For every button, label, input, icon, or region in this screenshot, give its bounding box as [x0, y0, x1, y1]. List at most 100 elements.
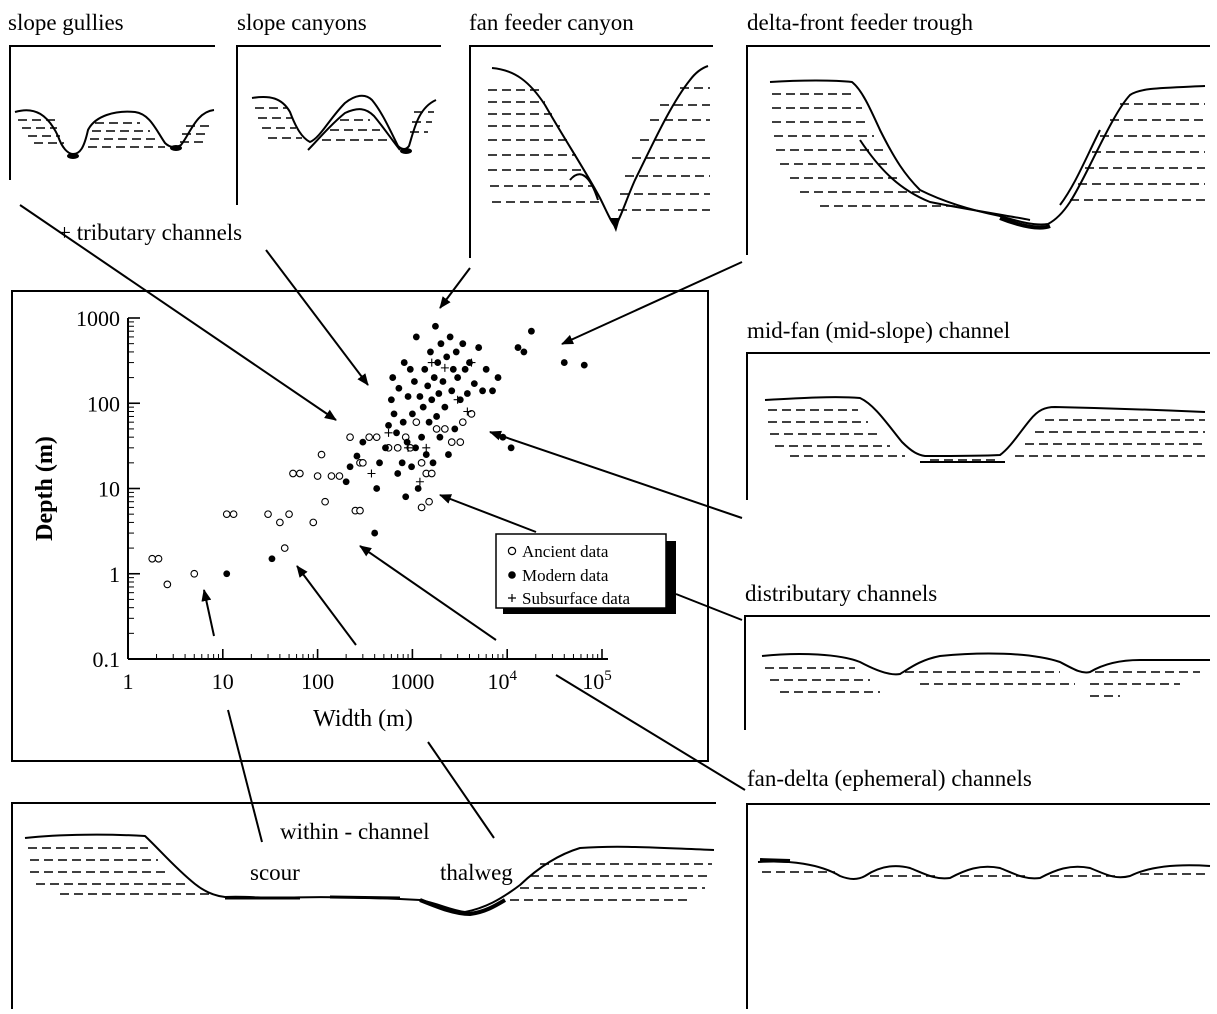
arrows [19, 204, 746, 843]
modern-data-point [507, 444, 515, 452]
modern-data-point [223, 570, 231, 578]
arrow-slope-canyons [265, 249, 369, 386]
ancient-data-point [346, 433, 354, 442]
ancient-data-point [425, 497, 433, 506]
ancient-data-point [317, 450, 326, 459]
modern-data-point [411, 378, 418, 385]
modern-data-point [387, 396, 395, 404]
ancient-data-point [467, 410, 476, 418]
modern-data-point [395, 384, 403, 392]
modern-data-point [580, 361, 588, 369]
ancient-data-point [447, 438, 456, 446]
panel-slope-gullies [9, 45, 215, 180]
y-tick-label: 1000 [76, 306, 120, 331]
ancient-data-point [335, 472, 344, 480]
modern-data-point [373, 485, 381, 492]
panel-frame [746, 803, 1210, 1009]
modern-data-point [452, 348, 460, 356]
arrow-mid-fan [489, 430, 743, 519]
modern-data-point [489, 387, 496, 395]
x-tick-label: 10 [212, 669, 234, 694]
subsurface-data-point [427, 358, 436, 367]
modern-data-point [412, 333, 420, 341]
modern-data-point [520, 348, 528, 356]
ancient-data-point [264, 510, 272, 519]
modern-data-point [434, 359, 442, 366]
subsurface-data-point [440, 363, 449, 372]
ancient-data-point [222, 510, 231, 519]
modern-data-point [403, 438, 411, 446]
ancient-data-point [427, 469, 436, 478]
modern-data-point [390, 410, 398, 418]
ancient-data-point [280, 544, 289, 552]
modern-data-point [482, 365, 490, 373]
modern-data-point [393, 429, 400, 437]
modern-data-point [421, 365, 429, 373]
modern-data-point [376, 459, 383, 467]
legend-subsurface-label: Subsurface data [522, 589, 631, 608]
ancient-data-point [412, 418, 421, 427]
label-scour: scour [250, 860, 300, 885]
modern-data-point [451, 425, 459, 433]
ancient-data-point [356, 506, 364, 515]
arrow-slope-gullies [19, 204, 337, 421]
y-axis-label: Depth (m) [32, 436, 58, 541]
modern-data-point [463, 390, 471, 397]
ancient-data-point [321, 497, 329, 506]
y-tick-label: 0.1 [93, 647, 121, 672]
modern-data-point [385, 421, 392, 429]
modern-data-point [412, 444, 419, 452]
modern-data-point [394, 470, 402, 477]
ancient-data-point [190, 569, 199, 578]
modern-data-point [382, 444, 389, 452]
subsurface-data-point [467, 358, 476, 367]
modern-data-point [514, 344, 522, 351]
modern-data-point [414, 485, 422, 492]
ancient-data-point [358, 458, 367, 467]
x-tick-label: 100 [301, 669, 334, 694]
ancient-data-point [417, 458, 426, 467]
y-tick-label: 1 [109, 562, 120, 587]
arrow-fan-delta-2 [296, 565, 357, 646]
connector-thalweg [427, 741, 495, 839]
modern-data-point [400, 359, 408, 366]
label-thalweg: thalweg [440, 860, 513, 885]
arrow-scour [201, 589, 215, 637]
modern-data-point [560, 359, 568, 366]
modern-data-point [430, 374, 438, 381]
x-tick-exponent: 5 [604, 668, 612, 684]
panel-frame [469, 45, 713, 258]
modern-data-point [422, 451, 430, 458]
x-axis-label: Width (m) [313, 706, 413, 732]
ancient-data-point [285, 510, 293, 519]
modern-data-point [446, 333, 454, 341]
panel-frame [9, 45, 215, 180]
y-tick-label: 100 [87, 391, 120, 416]
panel-within-channel [11, 802, 716, 1009]
ancient-data-point [296, 469, 304, 478]
modern-data-point [408, 463, 415, 471]
x-tick-label: 1000 [390, 669, 434, 694]
modern-data-point [342, 478, 350, 486]
panel-frame [236, 45, 441, 205]
modern-data-point [432, 322, 439, 330]
modern-data-point [371, 529, 379, 537]
ancient-data-point [148, 554, 157, 563]
ancient-data-point [417, 503, 426, 512]
modern-data-point [427, 348, 434, 356]
x-tick-label: 104 [487, 668, 517, 694]
x-tick-label: 105 [582, 668, 612, 694]
panel-distributary-channels [744, 615, 1210, 730]
label-mid-fan-channel: mid-fan (mid-slope) channel [747, 318, 1010, 343]
connector-fan-delta [555, 674, 746, 791]
modern-data-point [268, 555, 276, 563]
modern-data-point [429, 459, 437, 467]
modern-data-point [479, 387, 486, 395]
ancient-data-point [372, 433, 381, 442]
modern-data-point [399, 418, 407, 426]
y-tick-label: 10 [98, 477, 120, 502]
modern-data-point [433, 413, 440, 420]
panel-mid-fan-channel [746, 352, 1210, 500]
modern-data-point [470, 380, 478, 388]
